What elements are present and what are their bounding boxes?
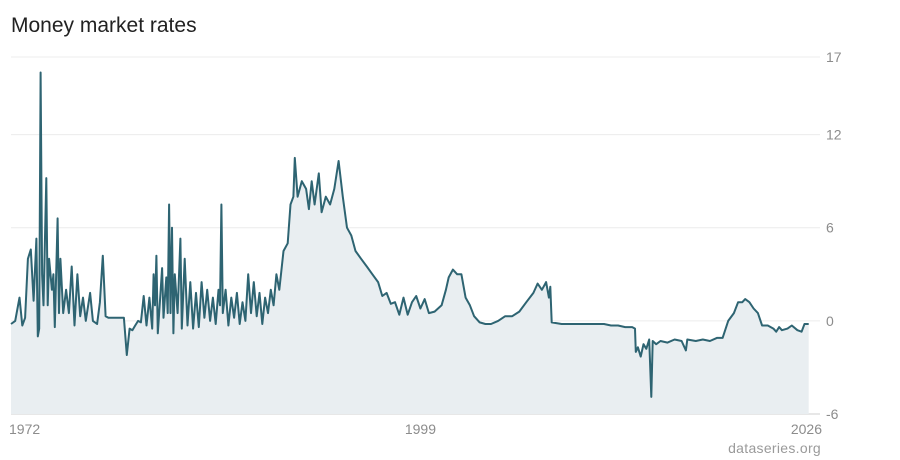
x-tick-label: 2026 — [791, 421, 822, 437]
series-area — [11, 72, 809, 414]
x-tick-label: 1999 — [405, 421, 436, 437]
x-axis-ticks: 1972 1999 2026 — [9, 421, 822, 437]
y-tick-label: 17 — [826, 49, 842, 65]
source-label: dataseries.org — [728, 440, 821, 456]
y-tick-label: -6 — [826, 406, 839, 422]
series-line — [10, 71, 809, 398]
y-tick-label: 0 — [826, 313, 834, 329]
x-tick-label: 1972 — [9, 421, 40, 437]
y-tick-label: 6 — [826, 220, 834, 236]
chart-title: Money market rates — [11, 14, 197, 37]
y-tick-label: 12 — [826, 127, 842, 143]
y-axis-ticks: 17 12 6 0 -6 — [826, 49, 842, 422]
